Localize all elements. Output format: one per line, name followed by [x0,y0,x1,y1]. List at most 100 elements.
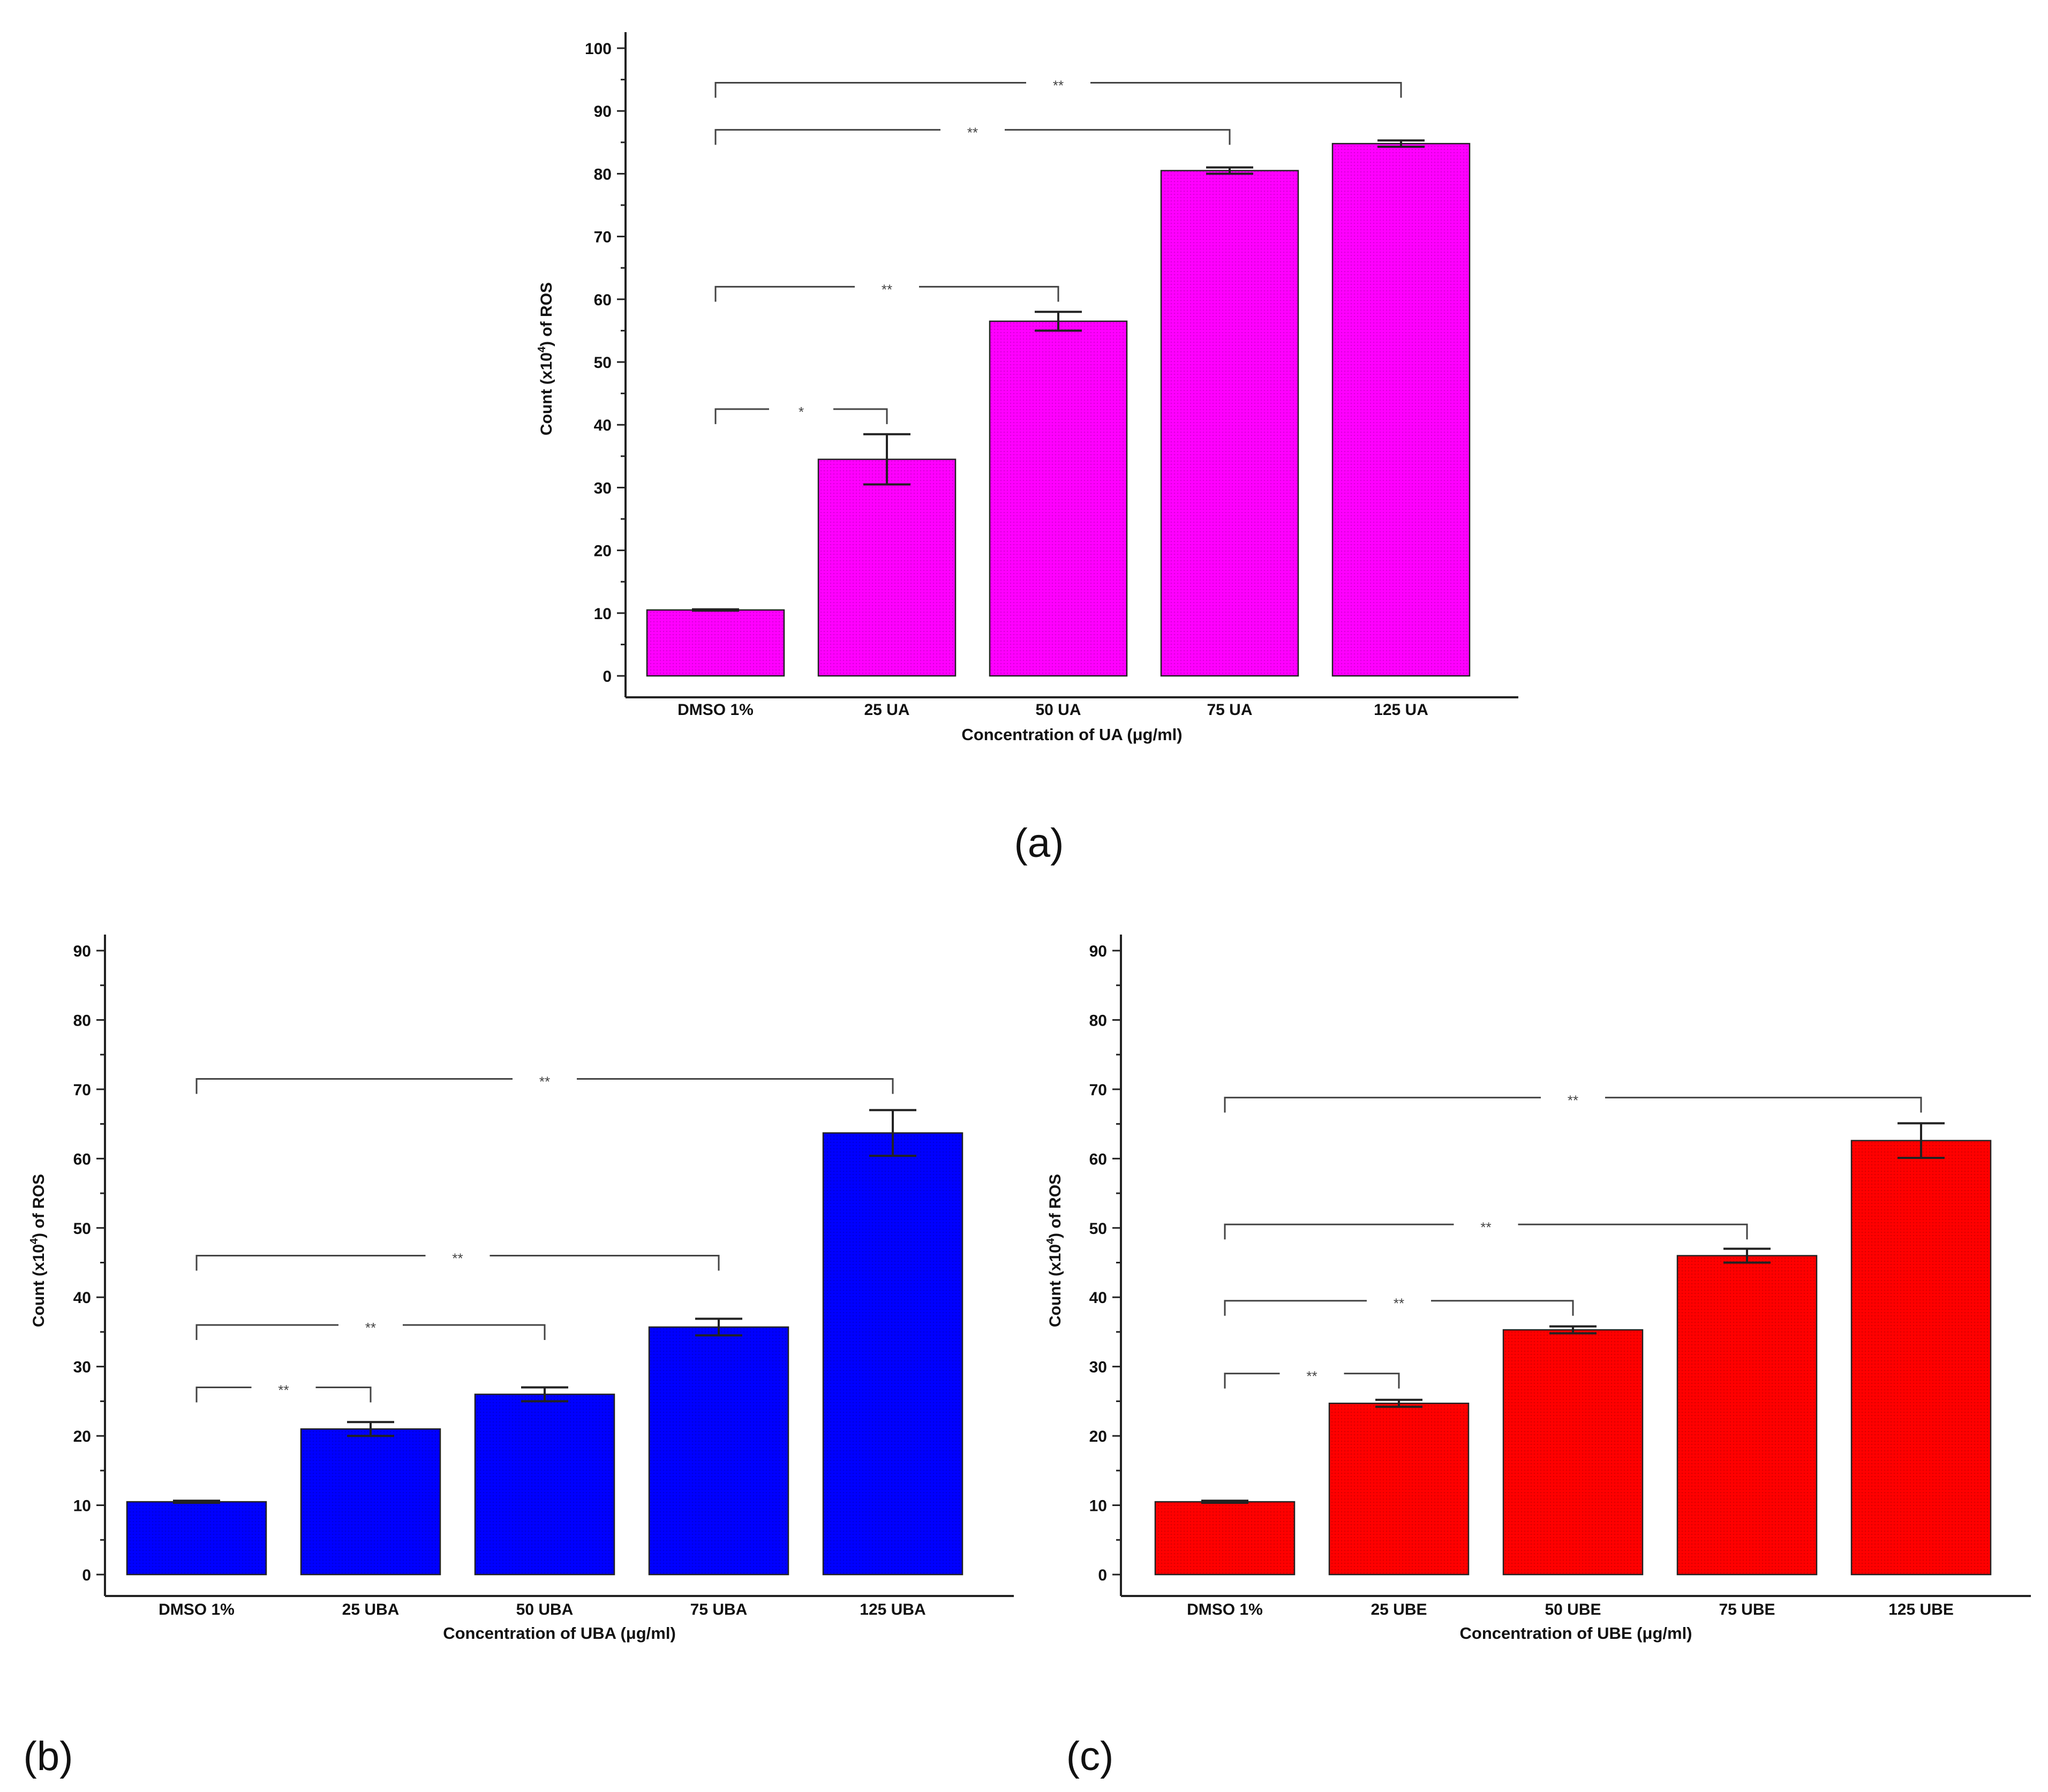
error-bar-2 [521,1386,568,1403]
bar-75-ube [1676,1255,1818,1576]
significance-label: ** [1306,1368,1317,1384]
x-category-label: DMSO 1% [677,701,754,719]
y-tick-label: 30 [73,1359,91,1376]
error-bar-4 [1377,139,1425,148]
significance-label: ** [1394,1296,1404,1312]
x-axis-title: Concentration of UBA (μg/ml) [443,1624,676,1643]
significance-bracket-left [714,81,1026,98]
y-tick-label: 70 [594,229,612,246]
significance-bracket-right [315,1387,372,1403]
y-tick-label: 0 [603,668,612,686]
x-category-label: 25 UBA [342,1601,400,1618]
y-tick-label: 40 [594,417,612,434]
y-tick-label: 80 [1089,1012,1107,1029]
significance-bracket: ** [195,1251,720,1271]
x-category-label: 75 UA [1207,701,1252,719]
y-tick-label: 20 [73,1428,91,1445]
significance-bracket-left [714,408,769,424]
bar-75-uba [648,1326,789,1576]
x-category-label: DMSO 1% [159,1601,235,1618]
bar-75-ua [1160,170,1299,677]
x-category-label: 125 UBE [1888,1601,1954,1618]
x-category-label: 50 UBA [516,1601,574,1618]
chart-panel-b: 0 10 20 30 40 50 60 70 80 90 DMSO 1% 25 UBA 50 UBA 75… [28,935,1014,1643]
y-tick-label: 30 [594,479,612,497]
y-tick-label: 50 [73,1220,91,1238]
bar-25-ube [1328,1403,1470,1576]
bar-50-ua [989,320,1128,677]
panel-label-a: (a) [1014,820,1064,866]
y-axis-title: Count (x104) of ROS [28,1174,48,1327]
y-tick-label: 70 [73,1081,91,1099]
significance-bracket: ** [1224,1219,1748,1240]
error-bar-0 [173,1500,220,1504]
y-tick-label: 10 [594,605,612,623]
y-tick-label: 80 [73,1012,91,1029]
error-bar-4 [1898,1122,1945,1159]
significance-label: * [799,404,804,420]
x-category-label: 50 UA [1035,701,1081,719]
bar-25-ua [817,458,957,677]
significance-bracket-left [195,1078,513,1094]
x-category-label: DMSO 1% [1187,1601,1263,1618]
y-axis-title-suffix: ) of ROS [30,1174,48,1238]
bar-50-uba [474,1394,615,1576]
significance-bracket-left [1224,1300,1367,1316]
error-bar-1 [347,1421,394,1437]
significance-label: ** [539,1073,550,1089]
y-axis-title-superscript: 4 [1045,1238,1057,1244]
y-axis-title-prefix: Count (x10 [538,352,555,435]
significance-bracket: ** [195,1073,894,1094]
error-bar-1 [1375,1398,1422,1408]
significance-bracket: ** [195,1320,546,1340]
significance-bracket: ** [714,281,1059,302]
y-tick-label: 20 [594,543,612,560]
y-axis-title-suffix: ) of ROS [1046,1174,1064,1238]
x-category-label: 75 UBA [690,1601,748,1618]
bar-25-uba [300,1428,441,1576]
chart-panel-a: 0 10 20 30 40 50 60 70 80 90 100 DMSO 1% 25 UA 50 UA 7… [536,32,1518,744]
significance-label: ** [967,124,978,140]
y-tick-label: 0 [1098,1567,1107,1584]
bar-dmso-1- [126,1501,267,1576]
bar-125-ua [1331,142,1471,677]
y-tick-label: 10 [73,1497,91,1515]
panel-label-b: (b) [24,1734,73,1779]
significance-bracket: ** [714,124,1231,145]
x-category-label: 125 UBA [860,1601,925,1618]
error-bar-3 [1206,166,1253,175]
y-tick-label: 20 [1089,1428,1107,1445]
significance-bracket-right [1605,1096,1922,1113]
error-bar-1 [863,433,910,486]
y-tick-label: 90 [1089,943,1107,960]
significance-bracket-right [1344,1373,1400,1389]
error-bar-2 [1035,311,1082,332]
significance-bracket-right [490,1255,720,1271]
y-axis-title: Count (x104) of ROS [536,282,555,435]
significance-bracket-left [714,129,940,145]
significance-label: ** [452,1251,463,1267]
bar-125-ube [1850,1140,1992,1576]
significance-bracket: ** [1224,1368,1400,1389]
y-tick-label: 90 [73,943,91,960]
significance-bracket: ** [195,1382,372,1403]
x-category-label: 125 UA [1374,701,1428,719]
x-category-label: 25 UA [864,701,909,719]
significance-bracket-right [577,1078,894,1094]
x-category-label: 50 UBE [1545,1601,1601,1618]
significance-label: ** [365,1320,376,1336]
significance-bracket-left [195,1387,252,1403]
significance-bracket-left [1224,1096,1541,1113]
y-tick-label: 10 [1089,1497,1107,1515]
y-tick-label: 100 [585,40,612,58]
panel-label-c: (c) [1066,1734,1114,1779]
error-bar-0 [692,608,739,612]
significance-label: ** [1053,77,1064,93]
significance-bracket-right [403,1324,546,1340]
y-tick-label: 90 [594,103,612,121]
y-axis-title: Count (x104) of ROS [1045,1174,1064,1327]
significance-label: ** [278,1382,289,1398]
y-tick-label: 50 [594,354,612,372]
significance-bracket-right [1005,129,1231,145]
significance-bracket: ** [714,77,1402,98]
